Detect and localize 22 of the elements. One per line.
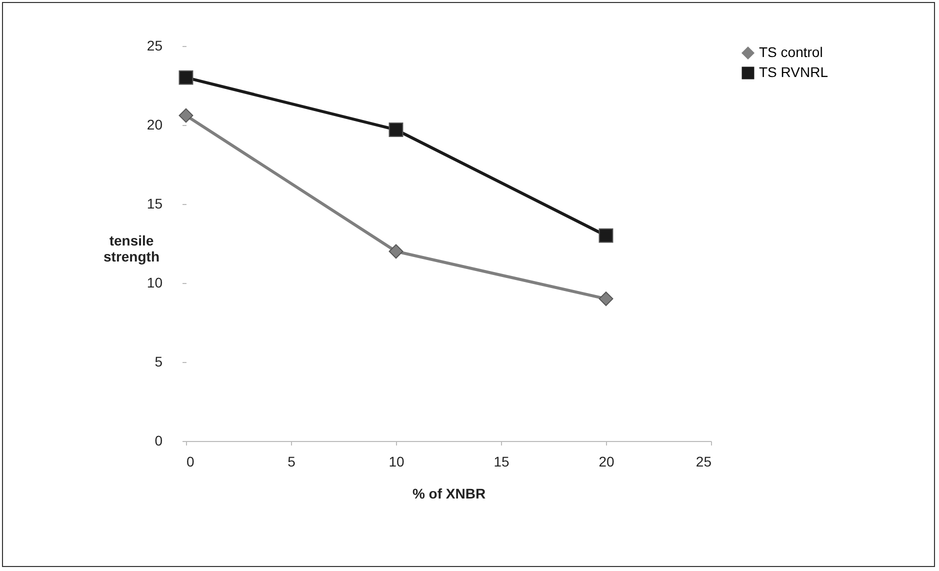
- legend-label: TS RVNRL: [759, 64, 828, 80]
- point: [178, 108, 194, 123]
- point: [598, 228, 614, 243]
- y-tick-label: 0: [154, 432, 163, 448]
- point: [388, 244, 404, 259]
- y-tick-label: 10: [146, 274, 163, 290]
- x-tick-label: 10: [388, 454, 404, 470]
- x-tick-label: 5: [288, 454, 296, 470]
- y-tick-label: 25: [146, 38, 163, 54]
- x-tick-label: 20: [598, 454, 614, 470]
- legend-label: TS control: [759, 44, 823, 60]
- x-tick-label: 15: [494, 454, 510, 470]
- point: [598, 292, 614, 306]
- x-axis-title: % of XNBR: [412, 486, 486, 502]
- y-axis-title: tensile strength: [104, 232, 160, 264]
- y-tick-label: 20: [146, 116, 163, 132]
- point: [388, 122, 404, 137]
- x-tick-label: 25: [696, 454, 712, 470]
- y-tick-label: 5: [154, 354, 163, 370]
- point: [178, 70, 194, 85]
- y-tick-label: 15: [146, 196, 163, 212]
- x-tick-label: 0: [186, 454, 194, 470]
